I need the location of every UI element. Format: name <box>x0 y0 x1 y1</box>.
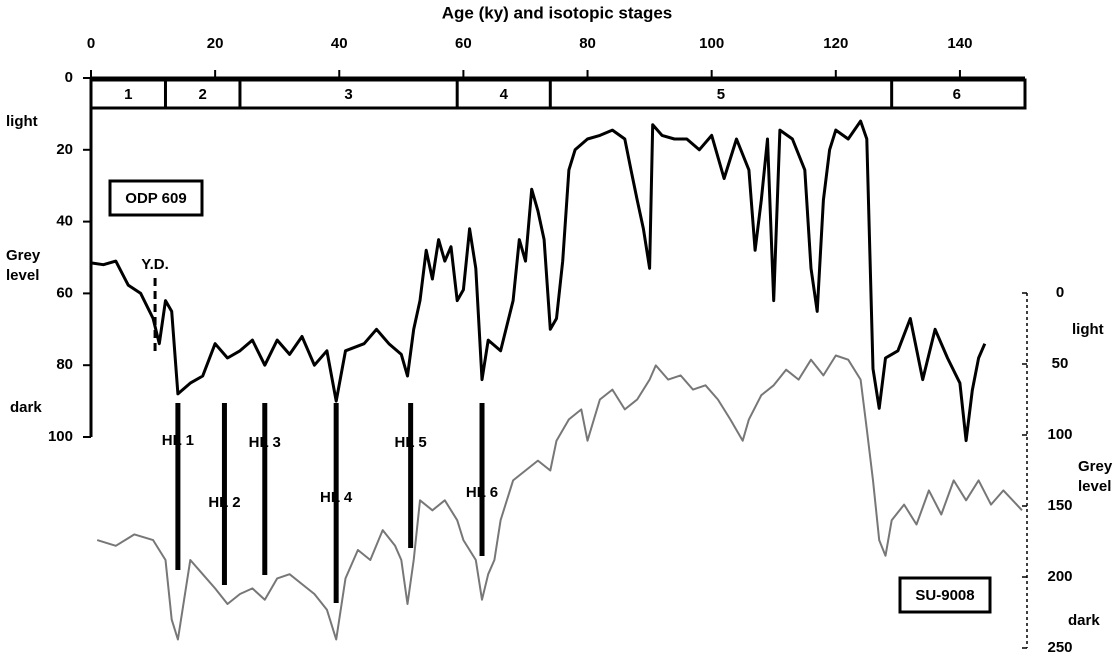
x-tick-label: 40 <box>331 35 348 52</box>
series-name: ODP 609 <box>125 190 186 207</box>
y2-tick-label: 200 <box>1047 568 1072 585</box>
y-tick-label: 0 <box>65 69 73 86</box>
y-label: Grey <box>6 247 41 264</box>
series-box <box>108 179 204 217</box>
y2-tick-label: 100 <box>1047 426 1072 443</box>
x-tick-label: 120 <box>823 35 848 52</box>
stage-label: 5 <box>717 86 725 103</box>
y-tick-label: 100 <box>48 428 73 445</box>
y-tick-label: 80 <box>56 356 73 373</box>
y2-tick-label: 50 <box>1052 355 1069 372</box>
y-top-label: light <box>6 113 38 130</box>
y-label: level <box>6 267 39 284</box>
y2-label: level <box>1078 478 1111 495</box>
stage-label: 4 <box>500 86 509 103</box>
x-tick-label: 0 <box>87 35 95 52</box>
y-tick-label: 40 <box>56 213 73 230</box>
x-tick-label: 60 <box>455 35 472 52</box>
y-tick-label: 20 <box>56 141 73 158</box>
stage-label: 3 <box>344 86 352 103</box>
stage-label: 1 <box>124 86 132 103</box>
y2-top-label: light <box>1072 321 1104 338</box>
stage-label: 6 <box>953 86 961 103</box>
y2-tick-label: 150 <box>1047 497 1072 514</box>
x-tick-label: 80 <box>579 35 596 52</box>
y2-label: Grey <box>1078 458 1113 475</box>
series-box <box>898 576 992 614</box>
stage-row <box>89 78 1027 110</box>
stage-label: 2 <box>199 86 207 103</box>
annotation: Y.D. <box>141 256 169 273</box>
series-line <box>90 119 987 443</box>
x-tick-label: 140 <box>947 35 972 52</box>
y-tick-label: 60 <box>56 284 73 301</box>
series-name: SU-9008 <box>915 587 974 604</box>
series-line <box>96 354 1023 641</box>
y-bottom-label: dark <box>10 399 42 416</box>
y2-tick-label: 250 <box>1047 639 1072 656</box>
y2-bottom-label: dark <box>1068 612 1100 629</box>
y2-tick-label: 0 <box>1056 284 1064 301</box>
x-tick-label: 100 <box>699 35 724 52</box>
chart-title: Age (ky) and isotopic stages <box>442 3 673 22</box>
x-tick-label: 20 <box>207 35 224 52</box>
